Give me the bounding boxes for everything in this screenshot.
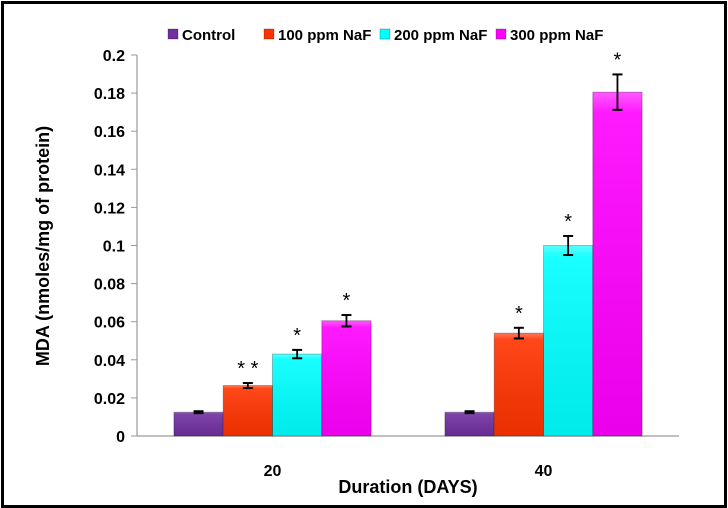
y-tick-label: 0.02 — [94, 391, 125, 408]
y-tick-label: 0.14 — [94, 162, 125, 179]
legend-swatch — [379, 28, 391, 40]
x-tick-label: 20 — [264, 463, 282, 480]
legend-item: 300 ppm NaF — [495, 27, 603, 44]
bar-shading — [543, 245, 594, 437]
legend-item: 200 ppm NaF — [379, 27, 487, 44]
axes: 0 0.02 0.04 0.06 0.08 0.1 0.12 0.14 0.16 0.18 0.2 2… — [94, 48, 679, 480]
legend: Control 100 ppm NaF 200 ppm NaF 300 ppm NaF — [167, 27, 603, 44]
legend-swatch — [495, 28, 507, 40]
bar-shading — [272, 353, 323, 437]
y-tick-label: 0.06 — [94, 315, 125, 332]
significance-marker: * — [343, 290, 351, 312]
legend-swatch — [167, 28, 179, 40]
legend-item: Control — [167, 27, 235, 44]
significance-marker: * — [293, 325, 301, 347]
y-tick-label: 0.16 — [94, 124, 125, 141]
y-tick-label: 0.2 — [103, 48, 125, 65]
legend-label: 200 ppm NaF — [394, 27, 487, 44]
bar-shading — [173, 411, 224, 437]
legend-label: 300 ppm NaF — [510, 27, 603, 44]
x-tick-label: 40 — [535, 463, 553, 480]
significance-marker: * — [564, 211, 572, 233]
legend-swatch — [263, 28, 275, 40]
bar-shading — [444, 411, 495, 437]
significance-marker: * — [614, 49, 622, 71]
legend-item: 100 ppm NaF — [263, 27, 371, 44]
y-tick-label: 0.08 — [94, 277, 125, 294]
significance-marker: * * — [237, 358, 258, 380]
bar-shading — [592, 91, 643, 437]
significance-marker: * — [515, 303, 523, 325]
y-tick-label: 0.12 — [94, 200, 125, 217]
y-tick-label: 0.04 — [94, 353, 125, 370]
y-tick-label: 0.1 — [103, 239, 125, 256]
bar-shading — [321, 320, 372, 437]
bars: * * * * * * * — [173, 49, 643, 437]
legend-label: 100 ppm NaF — [278, 27, 371, 44]
x-axis-title: Duration (DAYS) — [338, 477, 477, 497]
bar-shading — [493, 332, 545, 437]
y-axis-title: MDA (nmoles/mg of protein) — [33, 126, 53, 366]
legend-label: Control — [182, 27, 235, 44]
y-tick-label: 0 — [116, 429, 125, 446]
y-tick-label: 0.18 — [94, 86, 125, 103]
bar-shading — [222, 385, 273, 437]
